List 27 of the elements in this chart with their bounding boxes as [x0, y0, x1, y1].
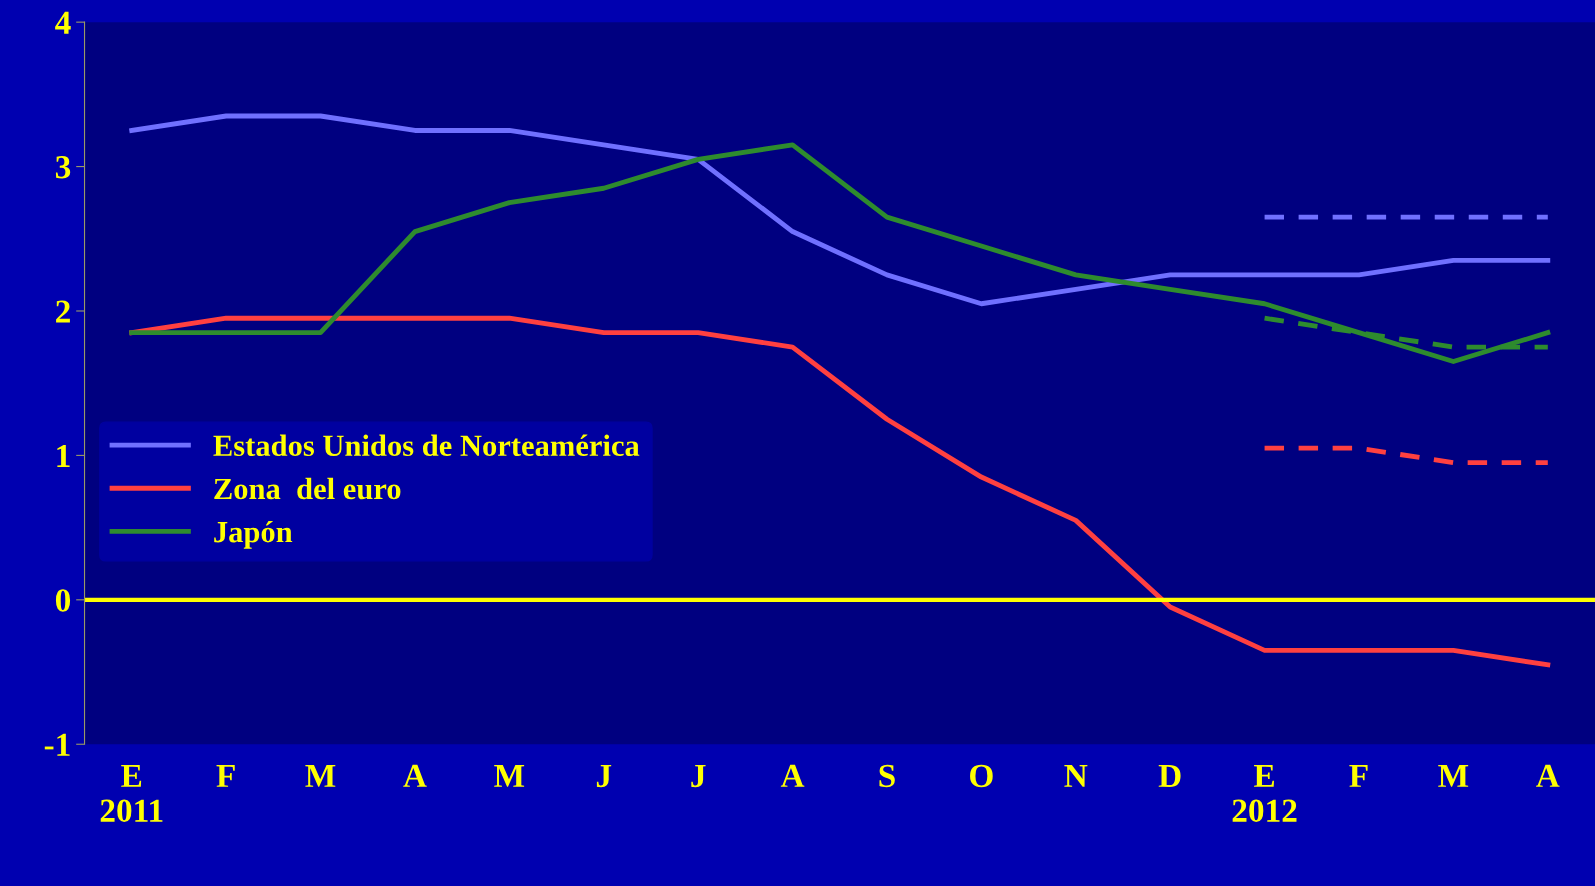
x-tick-label: O — [970, 764, 993, 788]
x-tick-label: S — [879, 764, 895, 788]
legend-label: Estados Unidos de Norteamérica — [213, 434, 640, 457]
legend-label: Zona del euro — [214, 477, 401, 500]
x-tick-label: A — [403, 764, 427, 787]
legend-label: Japón — [214, 520, 293, 549]
x-tick-label: D — [1158, 764, 1181, 787]
y-tick-label: -1 — [44, 733, 70, 756]
x-tick-label: A — [1536, 764, 1560, 787]
y-tick-label: 1 — [57, 444, 70, 467]
x-tick-label: E 2011 — [100, 764, 163, 822]
line-series — [129, 113, 1551, 307]
x-tick-label: F — [1349, 764, 1368, 787]
x-tick-label: M — [305, 764, 336, 787]
x-tick-label: J — [691, 764, 706, 788]
x-tick-label: A — [780, 764, 805, 787]
x-tick-label: J — [596, 764, 612, 788]
y-tick-label: 3 — [55, 156, 71, 179]
y-tick-label: 2 — [56, 300, 70, 323]
line-series — [129, 142, 1551, 364]
x-tick-label: M — [494, 764, 525, 787]
x-tick-label: F — [216, 764, 235, 787]
y-tick-label: 0 — [55, 589, 71, 612]
x-tick-label: N — [1064, 764, 1088, 787]
x-tick-label: M — [1438, 764, 1469, 787]
y-tick-label: 4 — [55, 11, 71, 34]
x-tick-label: E 2012 — [1232, 764, 1297, 822]
